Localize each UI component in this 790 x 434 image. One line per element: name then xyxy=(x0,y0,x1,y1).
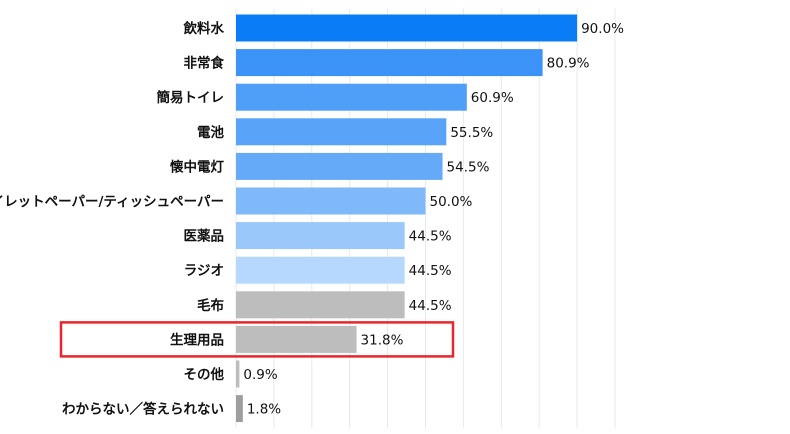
bar-11 xyxy=(236,360,240,388)
category-label-8: ラジオ xyxy=(184,263,224,279)
bar-12 xyxy=(236,395,243,423)
value-label-7: 44.5% xyxy=(409,229,452,245)
value-label-9: 44.5% xyxy=(409,298,452,314)
category-label-12: わからない／答えられない xyxy=(62,401,224,418)
category-label-3: 簡易トイレ xyxy=(157,89,225,106)
bar-10 xyxy=(236,325,357,353)
category-label-7: 医薬品 xyxy=(184,228,225,245)
bar-6 xyxy=(236,187,426,215)
category-label-1: 飲料水 xyxy=(183,20,225,37)
category-label-6: トイレットペーパー/ティッシュペーパー xyxy=(0,194,224,210)
value-label-3: 60.9% xyxy=(471,90,514,106)
value-label-8: 44.5% xyxy=(409,263,452,279)
bars xyxy=(236,14,578,423)
bar-5 xyxy=(236,152,443,180)
bar-3 xyxy=(236,83,467,111)
highlight-layer xyxy=(59,321,455,358)
category-label-2: 非常食 xyxy=(184,55,225,72)
category-label-5: 懐中電灯 xyxy=(170,158,224,175)
value-label-1: 90.0% xyxy=(581,21,624,37)
category-label-4: 電池 xyxy=(197,124,224,141)
bar-9 xyxy=(236,291,405,319)
category-label-9: 毛布 xyxy=(197,297,224,314)
bar-4 xyxy=(236,118,447,146)
bar-8 xyxy=(236,256,405,284)
highlight-box xyxy=(59,321,455,358)
value-label-6: 50.0% xyxy=(430,194,473,210)
category-label-10: 生理用品 xyxy=(170,331,224,348)
grid-lines xyxy=(235,8,616,429)
value-label-11: 0.9% xyxy=(243,367,277,383)
bar-1 xyxy=(236,14,578,42)
value-label-5: 54.5% xyxy=(447,159,490,175)
value-label-12: 1.8% xyxy=(247,402,281,418)
value-labels: 90.0% 80.9% 60.9% 55.5% 54.5% 50.0% 44.5% 44.5%… xyxy=(243,21,624,418)
bar-7 xyxy=(236,222,405,250)
value-label-2: 80.9% xyxy=(547,56,590,72)
value-label-4: 55.5% xyxy=(450,125,493,141)
category-label-11: その他 xyxy=(184,366,225,383)
value-label-10: 31.8% xyxy=(361,332,404,348)
category-labels: 飲料水非常食簡易トイレ電池懐中電灯トイレットペーパー/ティッシュペーパー医薬品ラ… xyxy=(0,20,224,418)
bar-2 xyxy=(236,49,543,77)
